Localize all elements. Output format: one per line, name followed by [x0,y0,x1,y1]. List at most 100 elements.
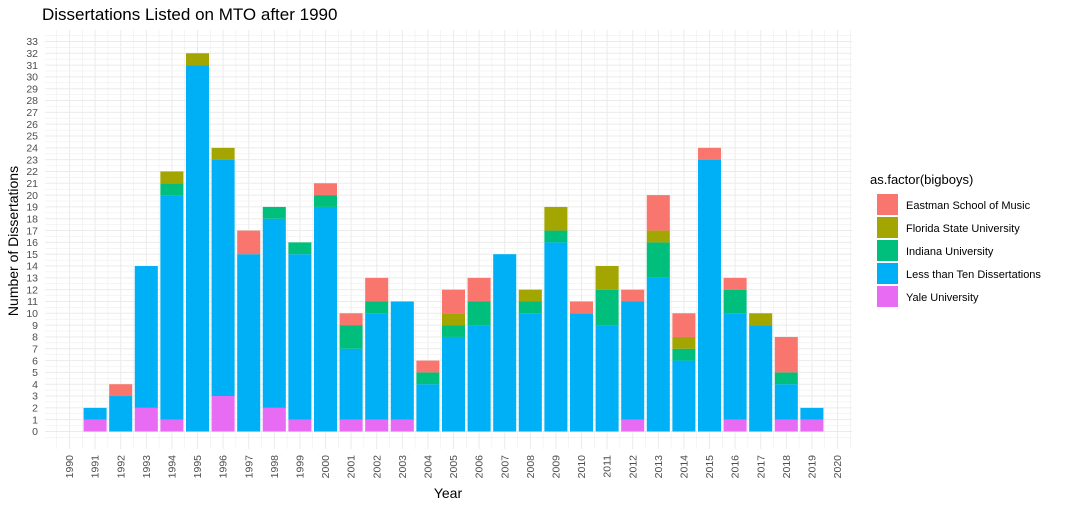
legend-label-less-than-ten-dissertations: Less than Ten Dissertations [906,269,1041,281]
y-tick-label: 10 [26,308,38,320]
x-tick-label: 2015 [704,455,716,479]
x-axis-title: Year [434,485,463,501]
bar-1994-yale-university [160,419,184,432]
bar-2005-florida-state-university [441,313,466,326]
y-tick-label: 18 [26,213,38,225]
x-tick-label: 1993 [141,455,153,479]
bar-2014-eastman-school-of-music [672,313,696,337]
x-tick-label: 2006 [474,455,486,479]
bar-2011-indiana-university [595,289,619,326]
legend-swatch-less-than-ten-dissertations [877,263,898,284]
bar-2017-florida-state-university [749,313,773,326]
bar-2018-eastman-school-of-music [774,336,798,373]
x-tick-label: 2005 [448,455,460,479]
bar-2005-indiana-university [441,325,466,337]
y-tick-label: 33 [26,36,38,48]
y-tick-label: 16 [26,237,38,249]
bar-2001-less-than-ten-dissertations [339,348,363,420]
x-tick-label: 1991 [90,455,102,479]
bar-1997-less-than-ten-dissertations [237,254,261,432]
x-tick-label: 2000 [320,455,332,479]
y-tick-label: 11 [27,296,38,308]
bar-1996-yale-university [211,396,235,432]
bars [83,53,824,432]
bar-2004-eastman-school-of-music [416,360,440,373]
bar-2003-less-than-ten-dissertations [390,301,414,420]
y-tick-label: 31 [26,60,38,72]
y-tick-label: 9 [32,320,38,332]
bar-2008-florida-state-university [518,289,542,302]
bar-2016-indiana-university [723,289,747,314]
y-axis-ticks: 0123456789101112131415161718192021222324… [26,36,38,438]
y-tick-label: 22 [26,166,38,178]
bar-2014-florida-state-university [672,336,696,349]
bar-2001-yale-university [339,419,363,432]
x-tick-label: 2016 [730,455,742,479]
bar-2006-eastman-school-of-music [467,277,491,302]
y-tick-label: 12 [26,284,38,296]
bar-2013-less-than-ten-dissertations [646,277,670,432]
legend-title: as.factor(bigboys) [870,172,973,187]
bar-2013-indiana-university [646,242,670,278]
x-tick-label: 1995 [192,455,204,479]
x-tick-label: 2019 [807,455,819,479]
bar-2011-less-than-ten-dissertations [595,325,619,432]
x-tick-label: 1994 [167,455,179,479]
legend: as.factor(bigboys) Eastman School of Mus… [870,172,1041,307]
bar-2016-yale-university [723,419,747,432]
bar-2010-eastman-school-of-music [569,301,594,314]
bar-1999-less-than-ten-dissertations [288,254,312,420]
y-tick-label: 29 [26,83,38,95]
bar-2009-less-than-ten-dissertations [544,242,568,432]
legend-swatch-florida-state-university [877,217,898,238]
bar-2018-less-than-ten-dissertations [774,384,798,420]
x-tick-label: 2017 [755,455,767,479]
x-tick-label: 2002 [371,455,383,479]
bar-1996-florida-state-university [211,147,235,160]
legend-label-yale-university: Yale University [906,292,979,304]
bar-2017-less-than-ten-dissertations [749,325,773,432]
bar-2005-less-than-ten-dissertations [441,336,466,432]
x-tick-label: 2004 [423,455,435,479]
bar-2015-less-than-ten-dissertations [697,159,722,432]
bar-2001-eastman-school-of-music [339,313,363,326]
x-tick-label: 1992 [115,455,127,479]
chart-title: Dissertations Listed on MTO after 1990 [42,5,337,24]
bar-2014-indiana-university [672,348,696,361]
bar-1998-yale-university [262,407,286,432]
x-tick-label: 1990 [64,455,76,479]
bar-1991-yale-university [83,419,107,432]
bar-1999-indiana-university [288,242,312,255]
x-tick-label: 1996 [218,455,230,479]
y-tick-label: 4 [32,379,38,391]
bar-2010-less-than-ten-dissertations [569,313,594,432]
bar-2009-florida-state-university [544,206,568,231]
x-tick-label: 2020 [832,455,844,479]
bar-2013-eastman-school-of-music [646,195,670,231]
y-tick-label: 24 [26,143,38,155]
y-tick-label: 6 [32,355,38,367]
bar-1993-yale-university [134,407,158,432]
y-tick-label: 1 [32,414,38,426]
x-axis-ticks: 1990 1991 1992 1993 1994 1995 1996 1997 1998 1999… [64,455,844,479]
x-tick-label: 2011 [602,455,614,478]
bar-1994-indiana-university [160,183,184,196]
y-tick-label: 27 [26,107,38,119]
y-tick-label: 20 [26,190,38,202]
x-tick-label: 2018 [781,455,793,479]
bar-1992-less-than-ten-dissertations [109,396,133,432]
bar-1998-less-than-ten-dissertations [262,218,286,408]
x-tick-label: 1999 [295,455,307,479]
x-tick-label: 1997 [243,455,255,479]
bar-2000-eastman-school-of-music [313,183,338,196]
y-tick-label: 7 [32,343,38,355]
bar-1995-florida-state-university [185,53,210,66]
y-tick-label: 14 [26,261,38,273]
y-tick-label: 28 [26,95,38,107]
bar-2016-less-than-ten-dissertations [723,313,747,420]
legend-swatch-yale-university [877,286,898,307]
y-tick-label: 13 [26,273,38,285]
bar-2018-indiana-university [774,372,798,385]
bar-2006-less-than-ten-dissertations [467,325,491,432]
